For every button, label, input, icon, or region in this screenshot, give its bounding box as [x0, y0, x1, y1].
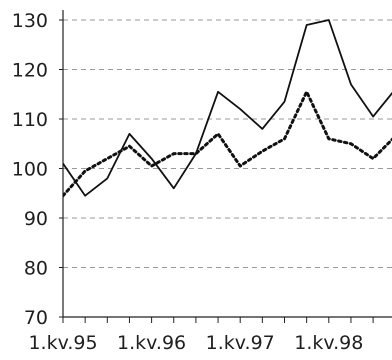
y-tick-label-70: 70	[24, 307, 48, 329]
x-tick-label-1.kv.95: 1.kv.95	[28, 332, 97, 354]
label-layer: 70 80 90 100 110 120 130 1.kv.95 1.kv.96 1.kv.97 1…	[12, 10, 364, 354]
y-tick-label-80: 80	[24, 258, 48, 280]
y-tick-label-130: 130	[12, 10, 48, 32]
series-line-2-dotted	[63, 92, 392, 196]
x-tick-label-1.kv.98: 1.kv.98	[294, 332, 363, 354]
x-tick-label-1.kv.96: 1.kv.96	[117, 332, 186, 354]
y-tick-label-90: 90	[24, 208, 48, 230]
y-tick-label-110: 110	[12, 109, 48, 131]
x-tick-label-1.kv.97: 1.kv.97	[206, 332, 275, 354]
y-tick-label-120: 120	[12, 60, 48, 82]
series-line-1-solid	[63, 20, 392, 196]
series-layer	[63, 20, 392, 196]
grid-layer	[63, 20, 392, 268]
y-tick-label-100: 100	[12, 159, 48, 181]
